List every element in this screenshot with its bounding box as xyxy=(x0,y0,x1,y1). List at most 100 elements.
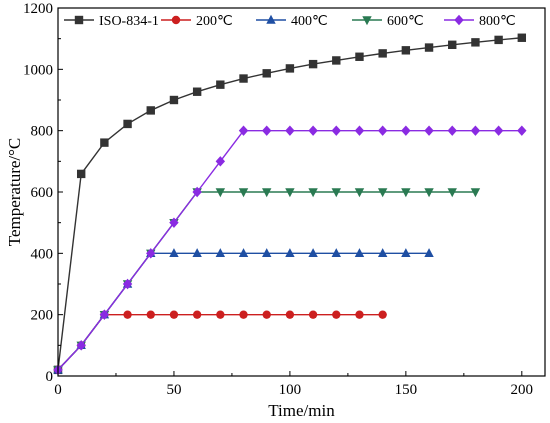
y-tick-label: 200 xyxy=(31,308,54,324)
data-point xyxy=(262,310,271,319)
data-point xyxy=(401,46,411,55)
series-line xyxy=(57,191,476,371)
series-line xyxy=(57,313,383,371)
data-point xyxy=(215,188,226,198)
legend: ISO-834-1 200℃ 400℃ 600℃ 800℃ xyxy=(64,14,516,29)
data-point xyxy=(424,43,434,52)
y-tick-label: 400 xyxy=(31,246,54,262)
data-point xyxy=(448,40,457,49)
data-point xyxy=(354,248,365,258)
data-point xyxy=(308,310,318,319)
data-point xyxy=(123,119,132,129)
x-axis-title: Time/min xyxy=(268,401,335,420)
legend-marker xyxy=(266,14,276,24)
y-tick-label: 1000 xyxy=(23,62,53,78)
y-axis-title: Temperature/°C xyxy=(5,138,24,247)
x-tick-label: 100 xyxy=(279,382,302,398)
data-point xyxy=(308,59,318,69)
data-point xyxy=(377,125,388,136)
y-tick-label: 1200 xyxy=(23,1,53,17)
data-point xyxy=(331,125,341,136)
legend-marker xyxy=(74,15,84,25)
y-tick-label: 600 xyxy=(31,185,54,201)
data-point xyxy=(424,248,434,258)
legend-item: 800℃ xyxy=(444,14,516,29)
legend-label: 200℃ xyxy=(196,14,233,29)
data-point xyxy=(494,35,503,45)
data-point xyxy=(122,278,133,290)
data-point xyxy=(401,248,411,258)
legend-item: 200℃ xyxy=(161,14,233,29)
series-0 xyxy=(53,33,527,375)
legend-item: 400℃ xyxy=(256,14,328,29)
data-point xyxy=(216,80,225,89)
x-tick-label: 150 xyxy=(395,382,418,398)
data-point xyxy=(239,74,248,83)
data-point xyxy=(354,125,365,136)
data-point xyxy=(262,188,272,198)
data-point xyxy=(215,248,226,258)
data-point xyxy=(471,38,480,47)
legend-item: 600℃ xyxy=(352,14,424,29)
data-point xyxy=(238,188,249,198)
data-point xyxy=(493,125,504,136)
data-point xyxy=(262,248,272,258)
data-point xyxy=(332,56,341,65)
x-tick-label: 200 xyxy=(511,382,534,398)
data-point xyxy=(169,95,179,105)
data-point xyxy=(239,310,248,319)
data-point xyxy=(192,186,202,198)
data-point xyxy=(354,188,365,198)
data-point xyxy=(123,310,132,319)
series-4 xyxy=(53,125,527,376)
data-point xyxy=(238,248,249,258)
data-point xyxy=(285,125,295,136)
data-point xyxy=(192,87,202,96)
series-1 xyxy=(53,310,387,375)
data-point xyxy=(99,309,110,320)
data-point xyxy=(216,310,225,319)
axes: 0 50 100 150 200 0 200 400 600 800 1000 1200 xyxy=(23,1,533,398)
data-point xyxy=(355,310,364,319)
data-point xyxy=(424,188,434,198)
data-point xyxy=(169,310,179,319)
x-tick-label: 50 xyxy=(166,382,181,398)
data-point xyxy=(169,217,179,228)
data-point xyxy=(378,310,387,319)
data-point xyxy=(447,125,457,136)
series-line xyxy=(57,37,522,370)
data-point xyxy=(100,138,109,147)
data-point xyxy=(355,52,364,61)
data-point xyxy=(262,125,272,136)
data-point xyxy=(76,340,86,351)
data-point xyxy=(285,310,295,319)
x-tick-label: 0 xyxy=(54,382,62,398)
legend-marker xyxy=(171,15,181,25)
data-point xyxy=(192,248,202,258)
data-point xyxy=(285,64,295,73)
data-point xyxy=(332,310,341,319)
data-point xyxy=(308,125,318,136)
data-point xyxy=(424,125,434,136)
data-point xyxy=(308,248,318,258)
legend-label: 800℃ xyxy=(479,14,516,29)
data-point xyxy=(517,33,527,42)
data-point xyxy=(76,169,86,179)
data-point xyxy=(192,310,202,319)
data-point xyxy=(238,125,249,136)
legend-label: 600℃ xyxy=(387,14,424,29)
data-point xyxy=(331,248,341,258)
data-point xyxy=(146,310,155,319)
legend-label: 400℃ xyxy=(291,14,328,29)
data-point xyxy=(285,188,295,198)
data-point xyxy=(470,188,481,198)
data-point xyxy=(447,188,457,198)
data-point xyxy=(378,49,387,58)
data-point xyxy=(262,69,271,78)
data-point xyxy=(169,248,179,258)
data-point xyxy=(146,106,155,115)
data-point xyxy=(377,248,388,258)
data-point xyxy=(331,188,341,198)
data-point xyxy=(215,156,226,167)
